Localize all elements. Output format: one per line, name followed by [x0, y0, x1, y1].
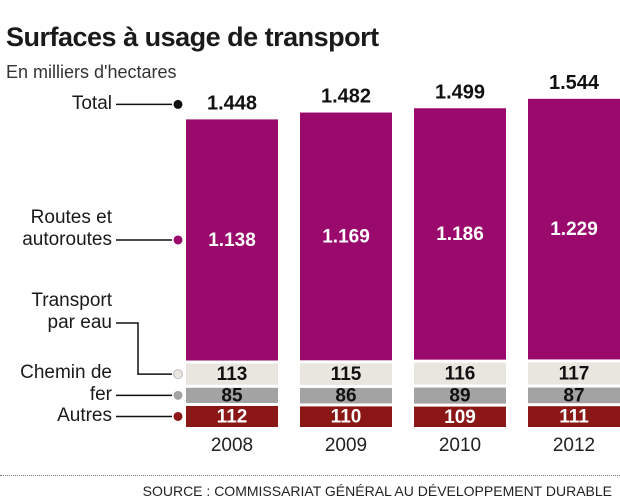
- bar-segment: [528, 387, 620, 404]
- value-label: 89: [449, 386, 470, 407]
- x-tick-label: 2008: [211, 435, 253, 456]
- chart-title: Surfaces à usage de transport: [6, 22, 379, 52]
- source: SOURCE : COMMISSARIAT GÉNÉRAL AU DÉVELOP…: [142, 483, 612, 499]
- bar-segment: [528, 98, 620, 360]
- chart-subtitle: En milliers d'hectares: [6, 62, 177, 82]
- bar-segment: [414, 108, 506, 360]
- value-label: 116: [445, 364, 476, 385]
- value-label: 109: [444, 407, 476, 428]
- bar-segment: [186, 387, 278, 403]
- bar-segment: [300, 363, 392, 385]
- total-label: 1.482: [321, 85, 371, 107]
- legend-dot: [173, 99, 183, 109]
- legend-dot: [173, 369, 183, 380]
- value-label: 87: [563, 385, 584, 406]
- total-label: 1.544: [549, 72, 600, 94]
- bar-segment: [300, 112, 392, 361]
- value-label: 110: [331, 407, 362, 428]
- value-label: 112: [217, 407, 248, 428]
- legend-dot: [173, 235, 183, 245]
- value-label: 1.186: [436, 224, 484, 245]
- total-label: 1.448: [207, 93, 257, 115]
- bar-segment: [300, 387, 392, 404]
- bar-segment: [528, 362, 620, 385]
- total-label: 1.499: [435, 82, 485, 104]
- value-label: 111: [559, 407, 589, 428]
- bar-segment: [300, 406, 392, 427]
- bar-segment: [414, 406, 506, 427]
- value-label: 117: [559, 363, 590, 384]
- legend-label: Total: [71, 93, 112, 115]
- legend-connector: [116, 322, 172, 375]
- bar-segment: [528, 406, 620, 427]
- value-label: 115: [331, 364, 362, 385]
- legend-dot: [173, 390, 183, 400]
- x-tick-label: 2009: [325, 435, 367, 456]
- x-tick-label: 2010: [439, 435, 481, 456]
- separator: [0, 475, 620, 476]
- bar-segment: [186, 119, 278, 361]
- legend-label: Transport par eau: [31, 290, 112, 333]
- value-label: 1.229: [550, 219, 598, 240]
- legend-label: Chemin de fer: [20, 362, 112, 406]
- value-label: 86: [335, 386, 356, 407]
- bar-segment: [414, 362, 506, 385]
- bar-segment: [186, 363, 278, 385]
- value-label: 1.169: [322, 226, 370, 247]
- bar-segment: [414, 387, 506, 404]
- legend-label: Routes et autoroutes: [22, 206, 112, 250]
- value-label: 113: [217, 364, 248, 385]
- legend-label: Autres: [57, 405, 112, 427]
- bar-segment: [186, 405, 278, 427]
- value-label: 85: [221, 385, 243, 406]
- value-label: 1.138: [208, 230, 256, 251]
- x-tick-label: 2012: [553, 435, 595, 456]
- legend-dot: [173, 411, 183, 421]
